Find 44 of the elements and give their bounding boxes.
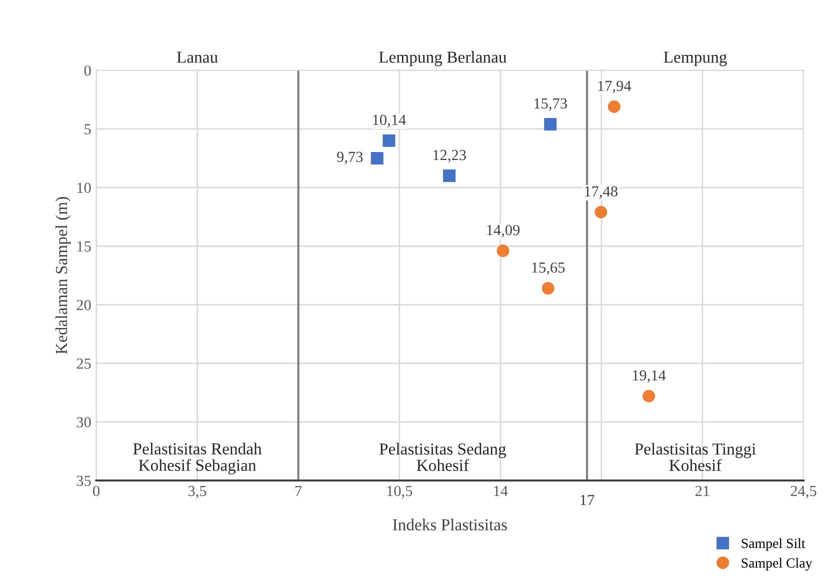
y-tick-label: 15 bbox=[77, 241, 91, 252]
y-tick-label: 0 bbox=[84, 65, 91, 76]
x-tick-label: 0 bbox=[93, 486, 100, 496]
annotation: 9,73 bbox=[337, 152, 363, 164]
annotation: 10,14 bbox=[373, 114, 406, 128]
x-axis-title: Indeks Plastisitas bbox=[392, 518, 507, 530]
x-tick-label: 10,5 bbox=[387, 486, 412, 498]
y-tick-label: 5 bbox=[84, 124, 91, 134]
y-tick-label: 25 bbox=[76, 358, 91, 369]
text: Lempung bbox=[664, 52, 727, 66]
ref-line-label: 17 bbox=[580, 494, 594, 506]
annotation: 15,65 bbox=[532, 262, 565, 275]
text: Lanau bbox=[176, 52, 218, 63]
point bbox=[382, 134, 396, 147]
point bbox=[496, 244, 510, 258]
legend-label: Sampel Clay bbox=[742, 558, 812, 571]
point bbox=[608, 100, 620, 113]
x-tick-label: 7 bbox=[296, 486, 302, 496]
y-tick-label: 20 bbox=[76, 300, 91, 310]
x-tick-label: 21 bbox=[696, 486, 710, 496]
y-axis-title: Kedalaman Sampel (m) bbox=[55, 197, 71, 354]
annotation: 17,48 bbox=[585, 186, 618, 199]
legend-label: Sampel Silt bbox=[742, 538, 806, 551]
y-tick-label: 30 bbox=[76, 417, 91, 428]
point bbox=[594, 206, 608, 218]
annotation: 14,09 bbox=[487, 224, 520, 238]
text: Lempung Berlanau bbox=[379, 51, 506, 66]
annotation: 12,23 bbox=[433, 150, 466, 162]
point bbox=[544, 118, 557, 130]
annotation: Pelastisitas Tinggi Kohesif bbox=[634, 442, 756, 471]
annotation: Pelastisitas Rendah Kohesif Sebagian bbox=[133, 442, 262, 474]
y-tick-label: 10 bbox=[77, 182, 91, 193]
point bbox=[542, 282, 554, 295]
annotation: 17,94 bbox=[598, 80, 632, 94]
point bbox=[370, 152, 384, 164]
x-tick-label: 14 bbox=[494, 486, 508, 496]
y-tick-label: 35 bbox=[76, 476, 91, 486]
point bbox=[443, 170, 456, 182]
x-tick-label: 3,5 bbox=[188, 486, 206, 498]
annotation: 15,73 bbox=[534, 98, 567, 111]
annotation: Pelastisitas Sedang Kohesif bbox=[379, 442, 506, 471]
point bbox=[642, 390, 656, 402]
x-tick-label: 24,5 bbox=[790, 486, 816, 498]
annotation: 19,14 bbox=[632, 370, 666, 383]
